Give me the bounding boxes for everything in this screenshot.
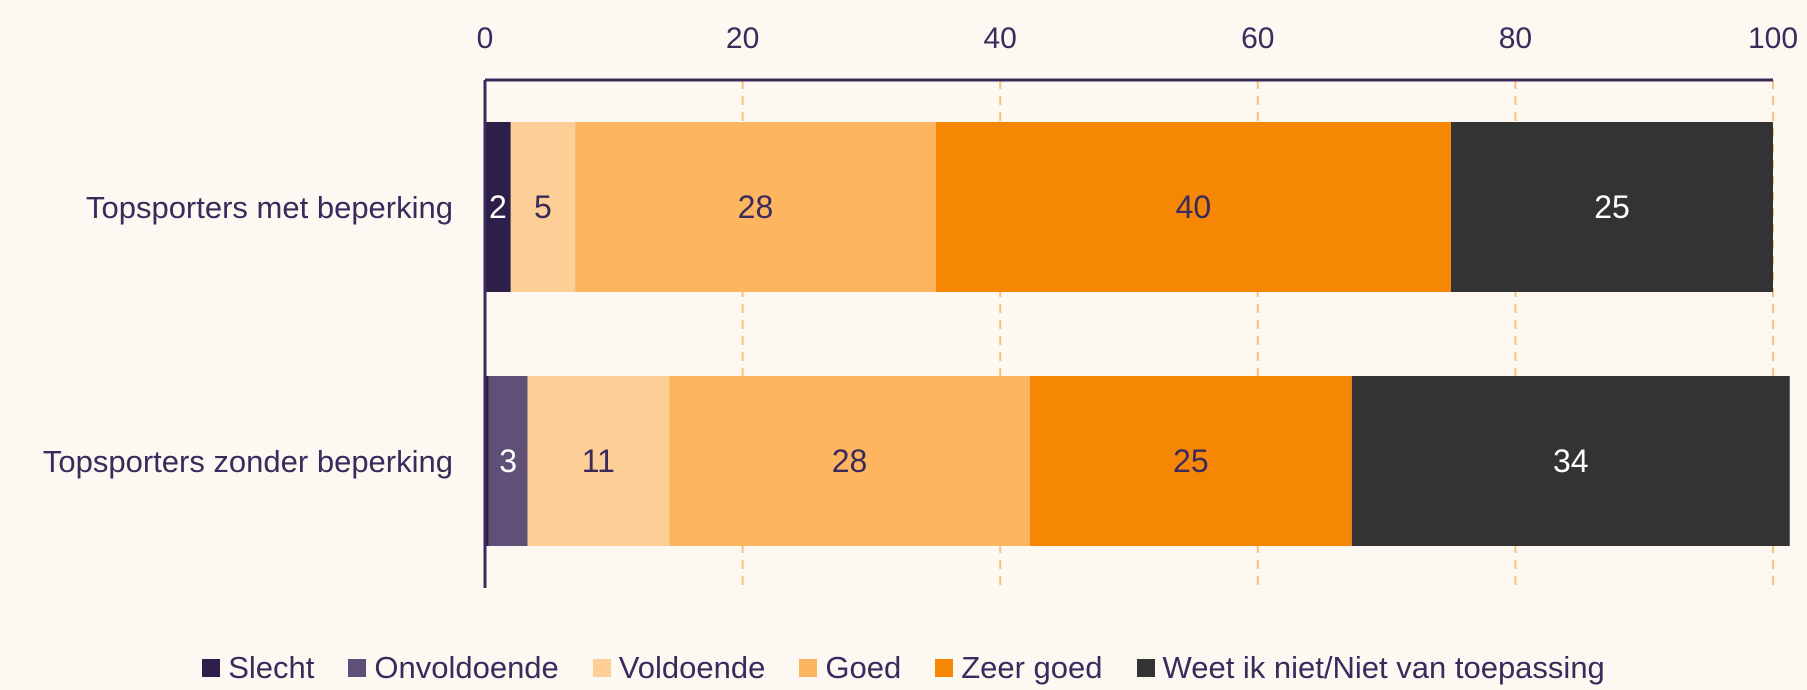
legend-label: Voldoende	[618, 650, 766, 685]
data-label: 34	[1553, 443, 1589, 479]
bar-segment	[1029, 376, 1352, 546]
legend-item: Zeer goed	[935, 650, 1103, 686]
legend-item: Goed	[799, 650, 901, 686]
x-tick-label: 20	[726, 22, 759, 55]
bar-segment	[488, 376, 528, 546]
data-label: 25	[1173, 443, 1209, 479]
data-label: 25	[1594, 189, 1630, 225]
legend-label: Weet ik niet/Niet van toepassing	[1162, 650, 1605, 685]
data-label: 3	[499, 443, 517, 479]
bar-segment	[510, 122, 576, 292]
legend-item: Slecht	[202, 650, 314, 686]
legend-swatch	[1136, 659, 1155, 677]
legend-swatch	[935, 659, 954, 677]
x-tick-label: 60	[1241, 22, 1274, 55]
bar-segment	[575, 122, 936, 292]
bar-segment	[1451, 122, 1773, 292]
bar-segment	[527, 376, 670, 546]
x-tick-label: 0	[477, 22, 494, 55]
bar-segment	[669, 376, 1030, 546]
bar-segment	[935, 122, 1451, 292]
legend-item: Weet ik niet/Niet van toepassing	[1136, 650, 1605, 686]
legend-label: Goed	[825, 650, 902, 685]
data-label: 2	[489, 189, 507, 225]
data-label: 28	[832, 443, 868, 479]
chart-legend: Slecht Onvoldoende Voldoende Goed Zeer goed W…	[0, 648, 1807, 688]
data-label: 28	[738, 189, 774, 225]
x-tick-label: 80	[1499, 22, 1532, 55]
x-tick-label: 100	[1748, 22, 1798, 55]
legend-label: Onvoldoende	[374, 650, 559, 685]
legend-swatch	[592, 659, 611, 677]
data-label: 40	[1176, 189, 1212, 225]
bar-segment	[485, 122, 511, 292]
legend-label: Slecht	[228, 650, 315, 685]
bar-segment	[1351, 376, 1790, 546]
data-label: 5	[534, 189, 552, 225]
x-tick-label: 40	[984, 22, 1017, 55]
legend-swatch	[348, 659, 367, 677]
legend-label: Zeer goed	[961, 650, 1103, 685]
data-label: 11	[582, 443, 615, 479]
legend-item: Onvoldoende	[348, 650, 559, 686]
category-label: Topsporters zonder beperking	[43, 444, 453, 479]
legend-item: Voldoende	[592, 650, 766, 686]
legend-swatch	[799, 659, 818, 677]
category-label: Topsporters met beperking	[86, 190, 453, 225]
bar-segment	[485, 376, 489, 546]
legend-swatch	[202, 659, 221, 677]
stacked-bar-chart: 0 20 40 60 80 100 2 5 28 40 25 Topsporters met bepe…	[43, 22, 1798, 588]
